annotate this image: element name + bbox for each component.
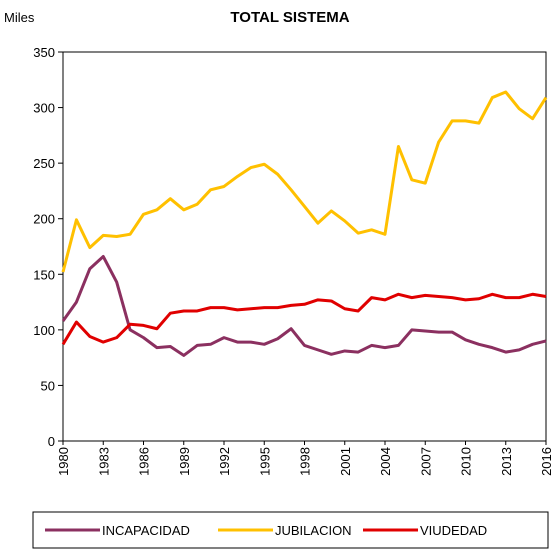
x-tick-label: 2013 [499,447,514,476]
x-tick-label: 1998 [298,447,313,476]
x-tick-label: 2007 [418,447,433,476]
x-tick-label: 2004 [378,447,393,476]
y-tick-label: 150 [33,267,55,282]
x-tick-label: 1986 [137,447,152,476]
legend-label: JUBILACION [275,523,352,538]
x-tick-label: 1995 [257,447,272,476]
legend-label: INCAPACIDAD [102,523,190,538]
y-unit: Miles [4,10,35,25]
x-tick-label: 2016 [539,447,554,476]
y-tick-label: 100 [33,323,55,338]
x-tick-label: 1992 [217,447,232,476]
chart-title: TOTAL SISTEMA [230,9,349,26]
line-series [61,90,548,273]
x-tick-label: 1983 [96,447,111,476]
x-tick-label: 1989 [177,447,192,476]
x-tick-label: 1980 [56,447,71,476]
legend-box [32,511,549,549]
y-tick-label: 250 [33,156,55,171]
y-tick-label: 0 [48,434,55,449]
x-tick-label: 2010 [459,447,474,476]
x-tick-label: 2001 [338,447,353,476]
line-series [61,255,547,357]
line-series [61,292,547,346]
y-tick-label: 50 [41,378,55,393]
y-tick-label: 200 [33,212,55,227]
y-tick-label: 300 [33,101,55,116]
legend-label: VIUDEDAD [420,523,487,538]
y-tick-label: 350 [33,45,55,60]
plot-area [62,51,547,442]
